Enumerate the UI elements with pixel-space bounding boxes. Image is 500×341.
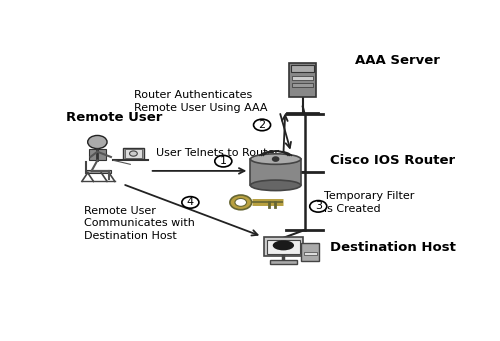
Circle shape bbox=[88, 135, 107, 149]
Text: Destination Host: Destination Host bbox=[330, 240, 456, 254]
FancyBboxPatch shape bbox=[292, 83, 313, 87]
Circle shape bbox=[235, 198, 246, 206]
Circle shape bbox=[272, 157, 278, 161]
Circle shape bbox=[130, 151, 138, 156]
Circle shape bbox=[230, 195, 252, 210]
FancyBboxPatch shape bbox=[86, 170, 111, 173]
FancyBboxPatch shape bbox=[89, 149, 106, 160]
Text: Cisco IOS Router: Cisco IOS Router bbox=[330, 154, 455, 167]
Text: User Telnets to Router: User Telnets to Router bbox=[156, 148, 278, 158]
Text: Remote User: Remote User bbox=[66, 110, 163, 123]
Text: 2: 2 bbox=[258, 120, 266, 130]
Circle shape bbox=[182, 197, 199, 208]
FancyBboxPatch shape bbox=[124, 149, 142, 158]
Circle shape bbox=[254, 119, 270, 131]
FancyBboxPatch shape bbox=[250, 159, 301, 186]
Text: Router Authenticates
Remote User Using AAA: Router Authenticates Remote User Using A… bbox=[134, 90, 268, 113]
FancyBboxPatch shape bbox=[304, 252, 318, 255]
FancyBboxPatch shape bbox=[289, 63, 316, 98]
FancyBboxPatch shape bbox=[267, 240, 300, 254]
Ellipse shape bbox=[250, 180, 301, 191]
FancyBboxPatch shape bbox=[301, 243, 320, 262]
Ellipse shape bbox=[272, 240, 294, 250]
Text: 3: 3 bbox=[315, 201, 322, 211]
Text: Temporary Filter
is Created: Temporary Filter is Created bbox=[324, 191, 414, 213]
Circle shape bbox=[310, 201, 327, 212]
FancyBboxPatch shape bbox=[292, 76, 313, 80]
Text: AAA Server: AAA Server bbox=[355, 54, 440, 67]
Circle shape bbox=[215, 155, 232, 167]
FancyBboxPatch shape bbox=[122, 148, 144, 159]
Text: 4: 4 bbox=[187, 197, 194, 207]
FancyBboxPatch shape bbox=[264, 237, 302, 256]
Ellipse shape bbox=[250, 154, 301, 164]
Text: 1: 1 bbox=[220, 156, 227, 166]
FancyBboxPatch shape bbox=[270, 261, 297, 264]
Text: Remote User
Communicates with
Destination Host: Remote User Communicates with Destinatio… bbox=[84, 206, 194, 241]
FancyBboxPatch shape bbox=[291, 65, 314, 72]
